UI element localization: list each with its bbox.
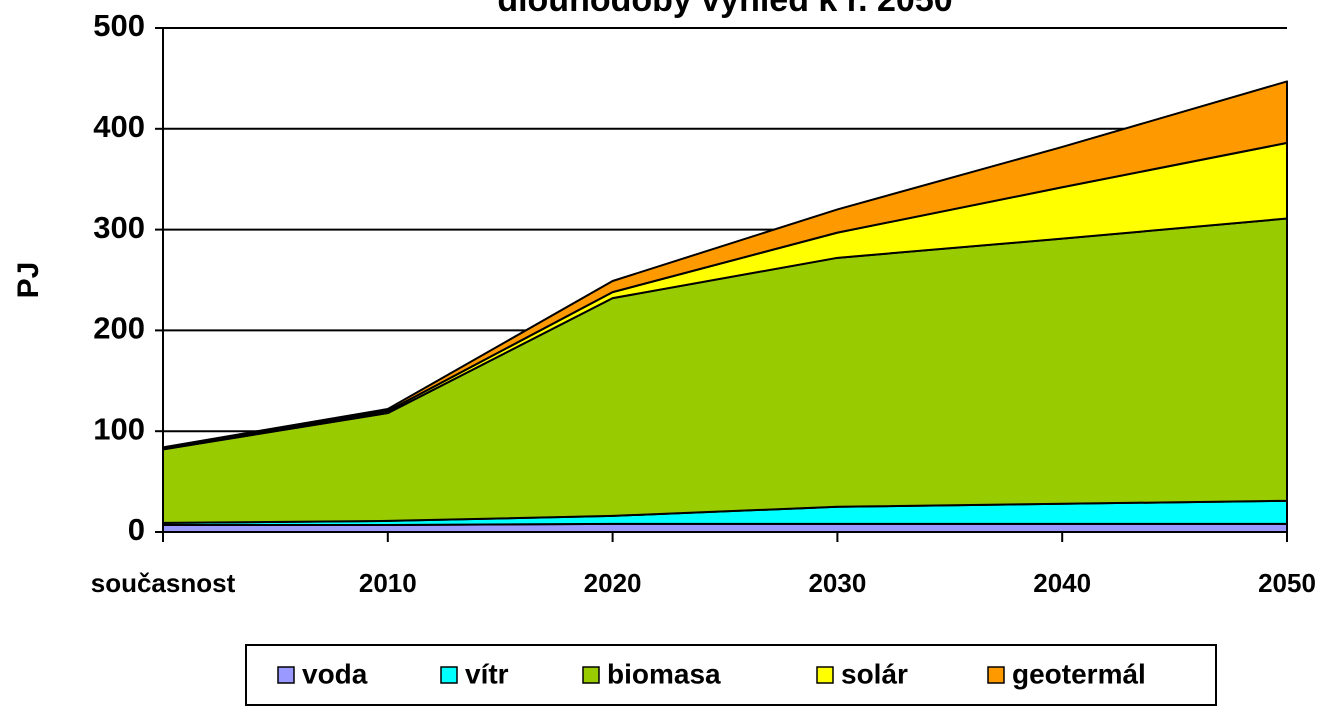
x-tick-label: 2050 (1258, 568, 1316, 598)
legend-swatch (582, 666, 600, 684)
x-tick-label: 2010 (359, 568, 417, 598)
legend-label: geotermál (1012, 658, 1146, 689)
x-tick-label: 2040 (1033, 568, 1091, 598)
legend-swatch (987, 666, 1005, 684)
y-tick-label: 400 (93, 109, 145, 144)
legend-swatch (816, 666, 834, 684)
y-tick-label: 200 (93, 311, 145, 346)
x-tick-label: 2020 (584, 568, 642, 598)
x-tick-label: 2030 (808, 568, 866, 598)
x-tick-label: současnost (91, 568, 236, 598)
legend-swatch (277, 666, 295, 684)
legend-label: vítr (465, 658, 509, 689)
legend-label: solár (841, 658, 908, 689)
chart-title: dlouhodobý výhled k r. 2050 (497, 0, 952, 19)
legend-box (245, 644, 1217, 706)
legend-label: voda (302, 658, 368, 689)
y-tick-label: 100 (93, 411, 145, 446)
area (162, 80, 1288, 450)
y-tick-label: 300 (93, 210, 145, 245)
y-tick-label: 0 (128, 512, 145, 547)
legend-label: biomasa (607, 658, 721, 689)
y-axis-label: PJ (12, 262, 45, 299)
y-tick-label: 500 (93, 8, 145, 43)
legend-swatch (440, 666, 458, 684)
